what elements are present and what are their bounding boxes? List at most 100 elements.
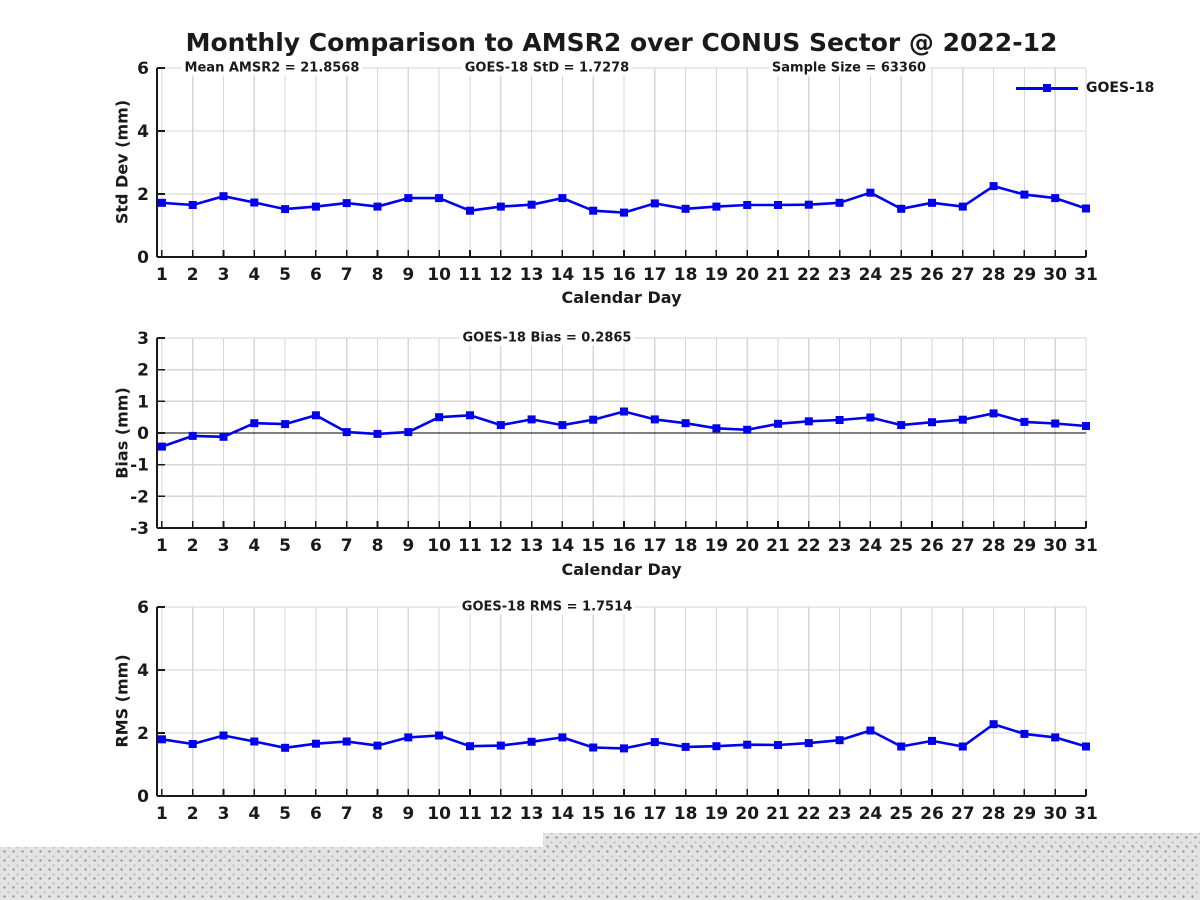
- stat-annotation-mean-amsr2: Mean AMSR2 = 21.8568: [181, 60, 363, 76]
- svg-text:21: 21: [766, 265, 790, 285]
- svg-text:22: 22: [797, 265, 821, 285]
- svg-text:16: 16: [612, 265, 636, 285]
- x-tick-labels: 1 2 3 4 5 6 7 8 9 10 11 12 13 14 15 16 17 18 19 20 21 22 23 24 2…: [156, 536, 1098, 556]
- svg-text:15: 15: [581, 804, 605, 824]
- plot-2: 1 2 3 4 5 6 7 8 9 10 11 12 13 14 15 16 17 18 19 20 21 22 23 24 2…: [130, 329, 1098, 556]
- plot-3: 1 2 3 4 5 6 7 8 9 10 11 12 13 14 15 16 17 18 19 20 21 22 23 24 2…: [137, 598, 1098, 824]
- svg-text:4: 4: [137, 661, 149, 681]
- svg-text:2: 2: [137, 724, 149, 744]
- svg-text:1: 1: [156, 536, 168, 556]
- svg-text:14: 14: [551, 265, 575, 285]
- svg-text:8: 8: [372, 265, 384, 285]
- svg-text:27: 27: [951, 536, 975, 556]
- svg-text:24: 24: [859, 804, 883, 824]
- svg-text:12: 12: [489, 536, 513, 556]
- svg-text:6: 6: [310, 265, 322, 285]
- y-axis-label-bias: Bias (mm): [112, 387, 132, 479]
- svg-text:9: 9: [402, 536, 414, 556]
- svg-text:3: 3: [218, 536, 230, 556]
- svg-text:7: 7: [341, 536, 353, 556]
- svg-text:3: 3: [218, 804, 230, 824]
- svg-text:11: 11: [458, 536, 482, 556]
- svg-text:1: 1: [156, 265, 168, 285]
- x-tick-labels: 1 2 3 4 5 6 7 8 9 10 11 12 13 14 15 16 17 18 19 20 21 22 23 24 2…: [156, 804, 1098, 824]
- svg-text:0: 0: [137, 424, 149, 444]
- svg-text:13: 13: [520, 804, 544, 824]
- svg-text:18: 18: [674, 536, 698, 556]
- svg-text:25: 25: [889, 536, 913, 556]
- stat-annotation-goes18-rms: GOES-18 RMS = 1.7514: [458, 599, 636, 615]
- svg-text:-3: -3: [130, 519, 149, 539]
- svg-text:0: 0: [137, 248, 149, 268]
- svg-text:29: 29: [1013, 536, 1037, 556]
- svg-text:23: 23: [828, 536, 852, 556]
- svg-text:4: 4: [137, 122, 149, 142]
- charts-canvas: 1 2 3 4 5 6 7 8 9 10 11 12 13 14 15 16 17 18 19 20 21 22 23 24 2…: [130, 59, 1098, 824]
- axes: [156, 337, 1087, 529]
- svg-text:21: 21: [766, 804, 790, 824]
- svg-text:11: 11: [458, 804, 482, 824]
- x-axis-label-plot2: Calendar Day: [561, 560, 682, 579]
- x-axis-label-plot1: Calendar Day: [561, 288, 682, 307]
- svg-text:18: 18: [674, 265, 698, 285]
- svg-text:28: 28: [982, 536, 1006, 556]
- stat-annotation-goes18-bias: GOES-18 Bias = 0.2865: [459, 330, 635, 346]
- svg-text:7: 7: [341, 265, 353, 285]
- svg-text:4: 4: [248, 804, 260, 824]
- svg-text:19: 19: [705, 536, 729, 556]
- svg-text:20: 20: [735, 804, 759, 824]
- svg-text:2: 2: [137, 361, 149, 381]
- svg-text:27: 27: [951, 265, 975, 285]
- svg-text:10: 10: [427, 804, 451, 824]
- svg-text:2: 2: [187, 265, 199, 285]
- svg-text:17: 17: [643, 804, 667, 824]
- svg-text:27: 27: [951, 804, 975, 824]
- svg-text:31: 31: [1074, 265, 1098, 285]
- svg-text:20: 20: [735, 536, 759, 556]
- svg-text:26: 26: [920, 804, 944, 824]
- svg-text:30: 30: [1043, 536, 1067, 556]
- svg-text:23: 23: [828, 265, 852, 285]
- svg-text:20: 20: [735, 265, 759, 285]
- svg-text:6: 6: [310, 536, 322, 556]
- svg-text:25: 25: [889, 265, 913, 285]
- svg-text:15: 15: [581, 265, 605, 285]
- svg-text:28: 28: [982, 265, 1006, 285]
- stat-annotation-sample-size: Sample Size = 63360: [768, 60, 930, 76]
- svg-text:30: 30: [1043, 804, 1067, 824]
- data-markers: [157, 182, 1090, 217]
- svg-text:-2: -2: [130, 487, 149, 507]
- stat-annotation-goes18-std: GOES-18 StD = 1.7278: [461, 60, 633, 76]
- y-tick-labels: 0 2 4 6: [137, 598, 149, 807]
- svg-text:11: 11: [458, 265, 482, 285]
- svg-text:8: 8: [372, 804, 384, 824]
- svg-text:22: 22: [797, 536, 821, 556]
- svg-text:9: 9: [402, 265, 414, 285]
- svg-text:2: 2: [187, 804, 199, 824]
- svg-text:24: 24: [859, 536, 883, 556]
- axes: [156, 606, 1087, 797]
- data-markers: [157, 720, 1090, 753]
- svg-text:6: 6: [310, 804, 322, 824]
- svg-text:22: 22: [797, 804, 821, 824]
- svg-text:26: 26: [920, 536, 944, 556]
- svg-text:16: 16: [612, 804, 636, 824]
- y-axis-label-rms: RMS (mm): [112, 654, 132, 748]
- svg-text:21: 21: [766, 536, 790, 556]
- data-markers: [157, 407, 1090, 451]
- legend-label-goes18: GOES-18: [1086, 80, 1155, 96]
- svg-text:3: 3: [137, 329, 149, 349]
- svg-text:24: 24: [859, 265, 883, 285]
- svg-text:17: 17: [643, 536, 667, 556]
- svg-text:6: 6: [137, 598, 149, 618]
- svg-text:17: 17: [643, 265, 667, 285]
- svg-text:2: 2: [137, 185, 149, 205]
- svg-text:5: 5: [279, 265, 291, 285]
- svg-text:5: 5: [279, 536, 291, 556]
- svg-text:2: 2: [187, 536, 199, 556]
- svg-text:19: 19: [705, 265, 729, 285]
- svg-text:25: 25: [889, 804, 913, 824]
- svg-text:0: 0: [137, 787, 149, 807]
- svg-text:29: 29: [1013, 804, 1037, 824]
